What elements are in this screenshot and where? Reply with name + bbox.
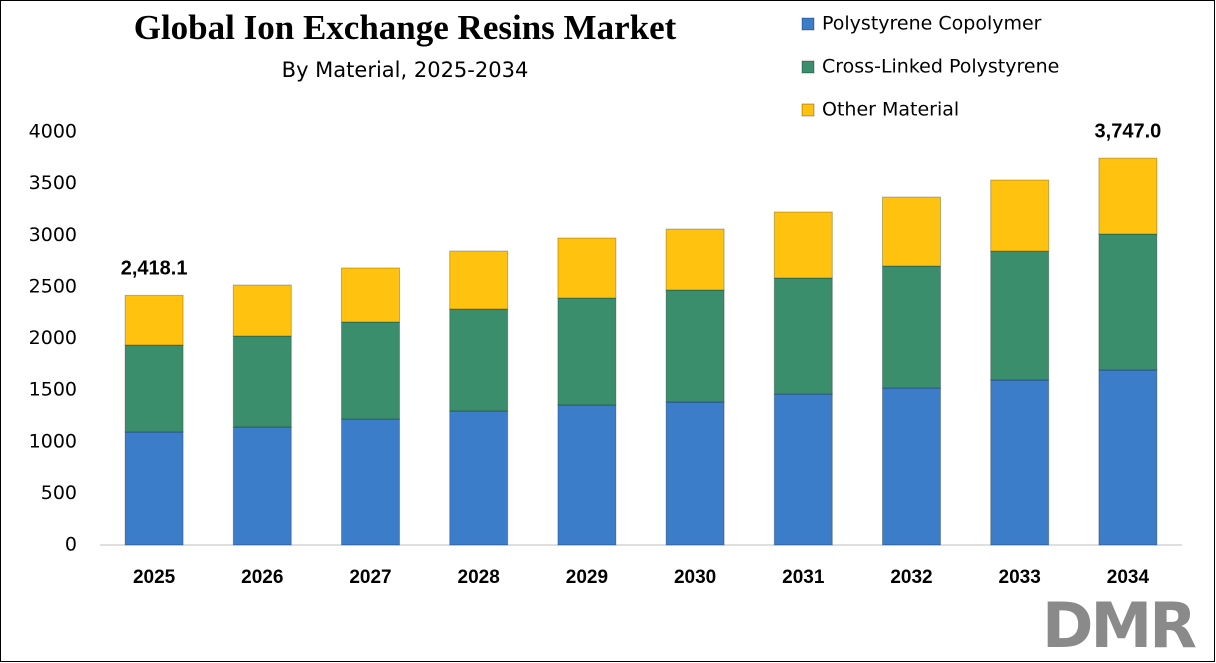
bar-segment (990, 250, 1050, 381)
bar-segment (341, 267, 400, 323)
legend-label: Cross-Linked Polystyrene (822, 56, 1059, 78)
bar-segment (449, 410, 509, 546)
bar-segment (882, 387, 941, 546)
bar-segment (232, 426, 292, 546)
bar-segment (1098, 233, 1158, 371)
bar-segment (232, 335, 292, 428)
y-tick-label: 1000 (29, 430, 77, 452)
bar-segment (990, 179, 1050, 252)
bar-segment (773, 211, 833, 279)
y-tick-label: 2000 (29, 327, 77, 349)
bar-segment (665, 228, 725, 291)
bar-segment (124, 344, 184, 433)
bar-segment (665, 289, 725, 403)
legend-label: Polystyrene Copolymer (822, 13, 1042, 35)
x-tick-label: 2034 (1107, 567, 1150, 588)
x-tick-label: 2033 (999, 567, 1041, 588)
legend-label: Other Material (822, 99, 959, 121)
bar-segment (124, 431, 184, 546)
bar-segment (665, 401, 725, 546)
bar-segment (990, 379, 1050, 546)
bar-segment (341, 321, 400, 420)
x-tick-label: 2025 (133, 567, 176, 588)
bar-segment (449, 308, 509, 412)
bar-segment (557, 237, 617, 299)
data-label: 3,747.0 (1095, 120, 1162, 142)
bar-segment (1098, 157, 1158, 235)
bar-segment (124, 294, 184, 346)
x-tick-label: 2026 (241, 567, 283, 588)
chart-title: Global Ion Exchange Resins Market (134, 8, 677, 47)
bar-segment (773, 393, 833, 546)
x-tick-label: 2031 (782, 567, 825, 588)
x-tick-label: 2030 (674, 567, 716, 588)
y-tick-label: 3500 (29, 172, 77, 194)
x-tick-label: 2029 (566, 567, 608, 588)
bar-segment (557, 297, 617, 406)
bar-segment (1098, 369, 1158, 546)
legend-swatch (801, 103, 815, 117)
y-tick-label: 2500 (29, 275, 77, 297)
bar-segment (341, 418, 400, 546)
bar-segment (882, 196, 941, 267)
x-tick-label: 2028 (458, 567, 500, 588)
y-tick-label: 4000 (29, 121, 77, 143)
x-tick-label: 2032 (890, 567, 932, 588)
bar-segment (882, 265, 941, 389)
y-tick-label: 1500 (29, 379, 77, 401)
logo: DMR (1042, 589, 1196, 662)
y-tick-label: 3000 (29, 224, 77, 246)
bar-segment (449, 250, 509, 310)
x-tick-label: 2027 (349, 567, 391, 588)
bar-segment (557, 404, 617, 546)
chart-subtitle: By Material, 2025-2034 (282, 58, 529, 82)
data-label: 2,418.1 (121, 258, 188, 280)
bar-segment (232, 284, 292, 337)
legend-swatch (801, 60, 815, 74)
legend-swatch (801, 17, 815, 31)
y-tick-label: 500 (41, 482, 77, 504)
bar-segment (773, 277, 833, 395)
y-tick-label: 0 (65, 534, 77, 556)
